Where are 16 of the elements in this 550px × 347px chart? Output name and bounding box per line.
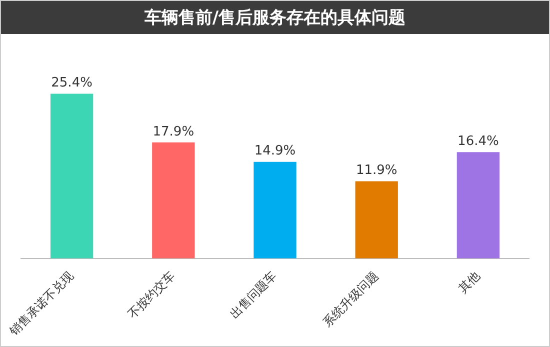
chart-title: 车辆售前/售后服务存在的具体问题 — [1, 1, 549, 34]
bar — [152, 142, 195, 258]
bar — [50, 94, 94, 258]
x-tick-label: 销售承诺不兑现 — [6, 268, 76, 339]
data-label: 14.9% — [254, 144, 296, 159]
data-label: 25.4% — [51, 76, 92, 91]
x-tick-label: 出售问题车 — [227, 268, 280, 322]
bar — [355, 181, 398, 258]
x-tick-label: 其他 — [456, 268, 483, 296]
bar — [456, 152, 500, 258]
data-label: 17.9% — [152, 124, 194, 140]
data-label: 11.9% — [356, 163, 398, 178]
x-tick-label: 不按约交车 — [125, 268, 178, 322]
x-tick-label: 系统升级问题 — [320, 268, 381, 330]
data-label: 16.4% — [458, 134, 499, 150]
bar — [254, 162, 296, 258]
